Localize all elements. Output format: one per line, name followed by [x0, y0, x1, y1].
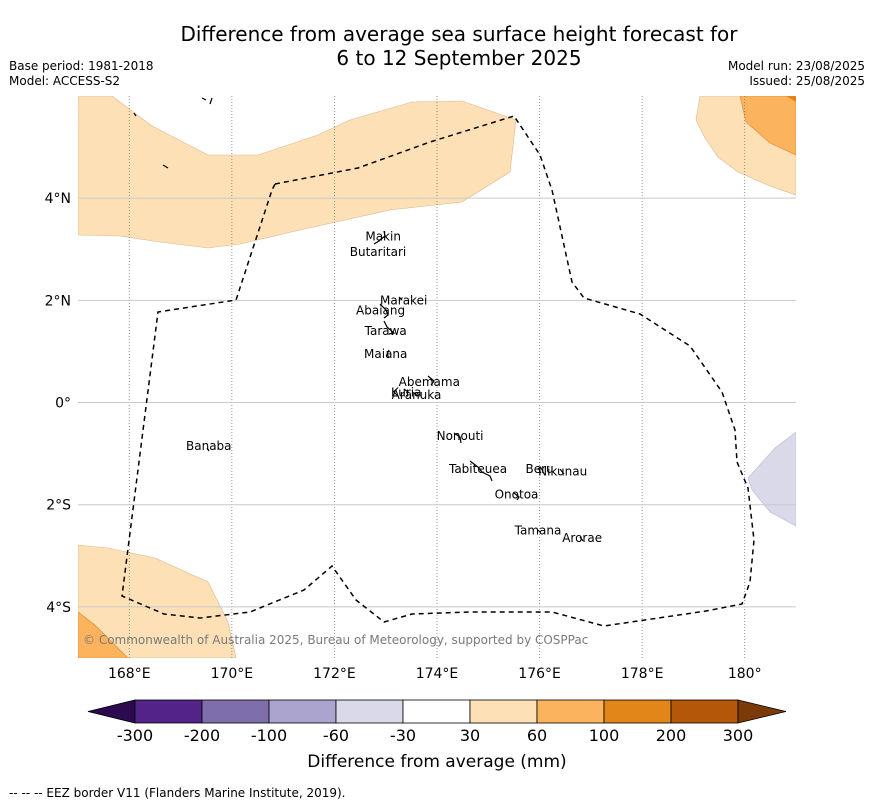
axis-labels: 168°E 170°E 172°E 174°E 176°E 178°E 180° 4°N 2°N…: [45, 191, 762, 682]
latitude-label: 0°: [55, 396, 71, 412]
colorbar-segment: [335, 699, 404, 724]
meta-right: Model run: 23/08/2025 Issued: 25/08/2025: [728, 59, 865, 89]
island-stroke: [373, 230, 386, 245]
colorbar-tick-label: 100: [589, 726, 620, 745]
colorbar-segment: [603, 699, 672, 724]
place-label: Abaiang: [356, 304, 405, 318]
place-label: Nonouti: [437, 429, 484, 443]
copyright-notice: © Commonwealth of Australia 2025, Bureau…: [83, 633, 588, 647]
base-period: Base period: 1981-2018: [9, 59, 154, 73]
colorbar-tick-label: -30: [390, 726, 416, 745]
colorbar-extend-low: [87, 699, 136, 724]
map-title: Difference from average sea surface heig…: [0, 22, 873, 70]
anomaly-negative-east: [747, 431, 796, 527]
colorbar-tick-label: 300: [723, 726, 754, 745]
island-stroke: [386, 349, 390, 359]
place-label: Marakei: [380, 293, 427, 307]
eez-footnote: -- -- -- EEZ border V11 (Flanders Marine…: [9, 786, 346, 800]
colorbar: -300 -200 -100 -60 -30 30 60 100 200 300: [87, 699, 787, 745]
longitude-label: 174°E: [416, 666, 459, 682]
place-label: Tabiteuea: [448, 462, 507, 476]
island-stroke: [453, 432, 462, 444]
graticule: [78, 96, 796, 658]
colorbar-title: Difference from average (mm): [307, 752, 566, 772]
island-stroke: [537, 529, 584, 542]
place-label: Banaba: [186, 439, 232, 453]
colorbar-tick-label: -60: [323, 726, 349, 745]
colorbar-segment: [201, 699, 270, 724]
island-stroke: [206, 447, 210, 452]
title-line-2: 6 to 12 September 2025: [336, 46, 582, 70]
anomaly-100-200-northeast: [786, 96, 796, 102]
place-label: Onotoa: [495, 488, 539, 502]
colorbar-extend-high: [737, 699, 787, 724]
island-stroke: [427, 375, 435, 386]
colorbar-tick-label: -100: [251, 726, 287, 745]
anomaly-30-60-southwest: [78, 544, 237, 658]
island-stroke: [537, 467, 565, 475]
island-stroke: [201, 97, 213, 105]
longitude-label: 178°E: [621, 666, 664, 682]
place-label: Beru: [525, 462, 553, 476]
meta-left: Base period: 1981-2018 Model: ACCESS-S2: [9, 59, 154, 89]
colorbar-tick-label: 200: [656, 726, 687, 745]
colorbar-segment: [402, 699, 471, 724]
model-run: Model run: 23/08/2025: [727, 59, 865, 73]
colorbar-segment: [134, 699, 203, 724]
longitude-label: 172°E: [313, 666, 356, 682]
place-label: Makin: [365, 230, 401, 244]
place-label: Aranuka: [392, 388, 442, 402]
island-stroke: [398, 296, 403, 301]
longitude-label: 170°E: [211, 666, 254, 682]
latitude-label: 4°S: [46, 600, 71, 616]
island-stroke: [379, 303, 389, 319]
island-stroke: [403, 388, 419, 397]
place-label: Kuria: [391, 385, 422, 399]
colorbar-segment: [536, 699, 605, 724]
island-outlines: [133, 97, 584, 542]
colorbar-segment: [469, 699, 538, 724]
colorbar-segment: [670, 699, 739, 724]
island-stroke: [133, 112, 137, 117]
place-label: Abemama: [399, 375, 460, 389]
longitude-label: 168°E: [108, 666, 151, 682]
island-stroke: [383, 320, 396, 335]
colorbar-tick-label: 30: [460, 726, 480, 745]
longitude-label: 180°: [728, 666, 762, 682]
issued-date: Issued: 25/08/2025: [749, 74, 865, 88]
island-stroke: [469, 460, 493, 482]
island-stroke: [513, 492, 520, 501]
place-label: Nikunau: [538, 465, 587, 479]
latitude-label: 2°S: [46, 498, 71, 514]
eez-border: [121, 115, 755, 627]
place-label: Maiana: [364, 347, 407, 361]
place-label: Tarawa: [364, 324, 407, 338]
colorbar-tick-label: 60: [527, 726, 547, 745]
title-line-1: Difference from average sea surface heig…: [180, 22, 738, 46]
colorbar-tick-label: -200: [184, 726, 220, 745]
longitude-label: 176°E: [518, 666, 561, 682]
latitude-label: 4°N: [45, 191, 71, 207]
place-label: Tamana: [514, 523, 562, 537]
latitude-label: 2°N: [45, 293, 71, 309]
place-label: Arorae: [562, 531, 602, 545]
place-label: Butaritari: [350, 245, 407, 259]
colorbar-tick-label: -300: [117, 726, 153, 745]
model-name: Model: ACCESS-S2: [9, 74, 121, 88]
anomaly-60-100-southwest: [78, 611, 129, 658]
island-stroke: [162, 164, 169, 169]
anomaly-30-60-north-band: [78, 96, 517, 249]
colorbar-segment: [268, 699, 337, 724]
